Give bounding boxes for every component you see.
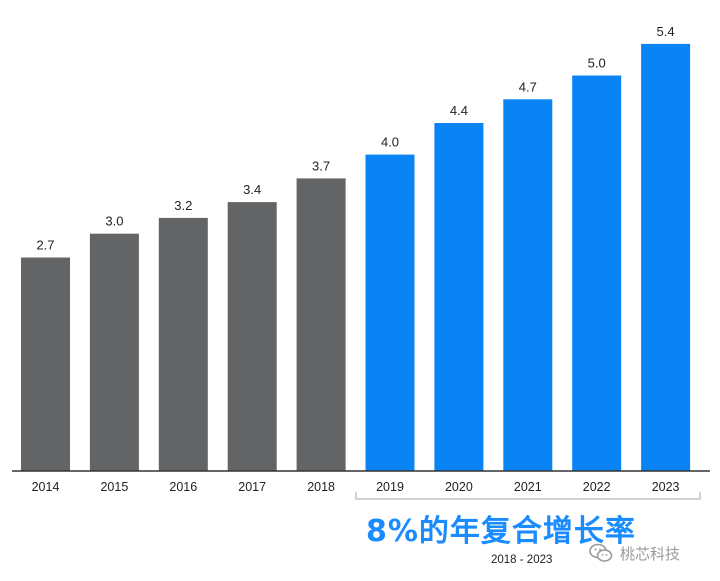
- value-label-2017: 3.4: [243, 182, 261, 197]
- bar-2014: [21, 257, 70, 471]
- bar-2023: [641, 43, 691, 472]
- value-label-2015: 3.0: [105, 214, 123, 229]
- bar-2015: [89, 233, 139, 471]
- value-label-2020: 4.4: [450, 103, 468, 118]
- x-tick-2023: 2023: [652, 480, 680, 494]
- x-tick-2019: 2019: [376, 480, 404, 494]
- x-tick-2020: 2020: [445, 480, 473, 494]
- value-label-2021: 4.7: [519, 79, 537, 94]
- value-labels-group: 2.7 3.0 3.2 3.4 3.7 4.0 4.4 4.7 5.0 5.4: [36, 24, 674, 253]
- x-tick-2022: 2022: [583, 480, 611, 494]
- bar-2018: [296, 178, 346, 471]
- bar-2021: [503, 99, 553, 472]
- bar-2016: [158, 217, 208, 471]
- bar-2019: [365, 154, 415, 471]
- value-label-2018: 3.7: [312, 158, 330, 173]
- cagr-bracket: [355, 492, 701, 500]
- x-tick-2018: 2018: [307, 480, 335, 494]
- value-label-2019: 4.0: [381, 135, 399, 150]
- bar-2017: [227, 202, 277, 471]
- x-tick-2016: 2016: [169, 480, 197, 494]
- x-tick-2017: 2017: [238, 480, 266, 494]
- value-label-2016: 3.2: [174, 198, 192, 213]
- cagr-annotation: 8%的年复合增长率: [366, 514, 636, 549]
- value-label-2014: 2.7: [36, 238, 54, 253]
- watermark: 桃芯科技: [588, 540, 680, 566]
- wechat-icon: [589, 543, 613, 562]
- bar-2020: [434, 123, 484, 471]
- value-label-2023: 5.4: [657, 24, 675, 39]
- watermark-text: 桃芯科技: [620, 544, 681, 563]
- bars-group: [21, 43, 691, 472]
- x-tick-labels-group: 2014 2015 2016 2017 2018 2019 2020 2021 2022 2023: [32, 480, 680, 494]
- x-tick-2014: 2014: [32, 480, 60, 494]
- bar-2022: [572, 75, 622, 471]
- x-tick-2015: 2015: [100, 480, 128, 494]
- value-label-2022: 5.0: [588, 56, 606, 71]
- x-tick-2021: 2021: [514, 480, 542, 494]
- cagr-range: 2018 - 2023: [491, 554, 553, 566]
